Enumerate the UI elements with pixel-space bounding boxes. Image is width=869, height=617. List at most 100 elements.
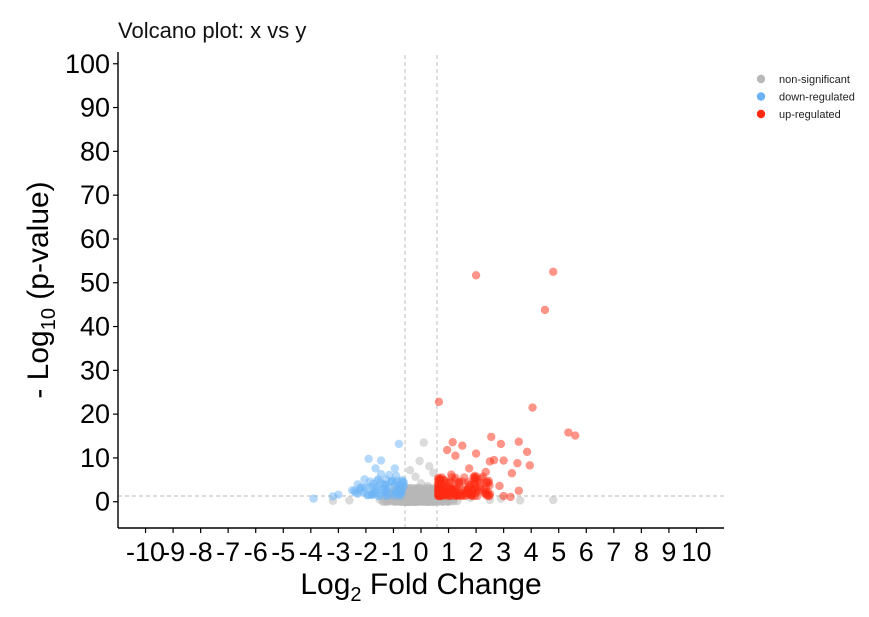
point-non-significant	[429, 468, 438, 478]
point-up-regulated-cluster	[473, 491, 482, 501]
point-down-regulated	[371, 464, 380, 473]
point-non-significant	[412, 497, 422, 506]
point-up-regulated-cluster	[467, 491, 477, 501]
x-tick-label: 2	[469, 537, 484, 567]
point-up-regulated-cluster	[437, 480, 446, 490]
x-axis-label: Log2 Fold Change	[300, 568, 541, 606]
point-up-regulated-cluster	[436, 487, 445, 496]
point-up-regulated-cluster	[465, 489, 474, 498]
point-up-regulated-cluster	[436, 489, 445, 499]
point-up-regulated-cluster	[451, 491, 460, 501]
point-up-regulated-cluster	[441, 491, 450, 500]
point-non-significant	[415, 456, 424, 466]
point-up-regulated-cluster	[435, 488, 445, 498]
point-up-regulated-cluster	[463, 486, 472, 495]
point-up-regulated-cluster	[470, 484, 480, 493]
point-up-regulated	[484, 478, 493, 488]
point-up-regulated-cluster	[472, 472, 481, 482]
point-up-regulated-cluster	[446, 483, 455, 493]
point-up-regulated-cluster	[450, 476, 460, 485]
point-up-regulated	[437, 473, 446, 482]
point-up-regulated-cluster	[433, 479, 443, 489]
point-up-regulated-cluster	[470, 474, 480, 483]
point-up-regulated-cluster	[480, 489, 490, 498]
y-tick-label: 70	[80, 180, 110, 210]
point-up-regulated-cluster	[457, 491, 467, 500]
point-up-regulated-cluster	[445, 488, 455, 498]
point-up-regulated-cluster	[434, 483, 443, 492]
up-regulated-points	[433, 267, 580, 502]
point-up-regulated	[540, 305, 550, 315]
x-tick-label: 10	[681, 537, 711, 567]
y-axis-ticks: 0 10 20 30 40 50 60 70 80 90 100	[65, 49, 118, 517]
point-up-regulated-cluster	[449, 487, 458, 496]
point-up-regulated-cluster	[485, 491, 494, 501]
point-up-regulated	[436, 488, 445, 498]
point-up-regulated-cluster	[454, 477, 464, 487]
point-up-regulated-cluster	[441, 489, 451, 499]
point-up-regulated	[564, 428, 573, 437]
point-up-regulated-cluster	[434, 486, 443, 495]
point-up-regulated-cluster	[434, 491, 443, 500]
legend-swatch-up-regulated	[756, 109, 766, 119]
point-non-significant	[423, 481, 433, 491]
point-up-regulated-cluster	[439, 475, 449, 485]
point-non-significant	[449, 494, 459, 504]
x-tick-label: -3	[326, 537, 350, 567]
point-up-regulated-cluster	[453, 486, 463, 496]
point-up-regulated-cluster	[447, 484, 457, 493]
point-up-regulated-cluster	[435, 484, 445, 493]
point-up-regulated-cluster	[461, 491, 470, 501]
point-up-regulated-cluster	[472, 485, 481, 494]
point-up-regulated	[471, 449, 481, 458]
point-up-regulated	[471, 271, 481, 280]
point-up-regulated-cluster	[435, 475, 445, 484]
point-up-regulated-cluster	[451, 473, 460, 483]
point-up-regulated-cluster	[434, 473, 443, 482]
point-up-regulated-cluster	[467, 491, 476, 500]
point-up-regulated	[507, 469, 517, 478]
point-down-regulated-cluster	[360, 483, 370, 492]
x-tick-label: 3	[496, 537, 511, 567]
point-up-regulated-cluster	[447, 485, 457, 494]
point-non-significant	[426, 494, 435, 504]
x-tick-label: 6	[579, 537, 594, 567]
point-up-regulated-cluster	[433, 487, 443, 496]
point-up-regulated-cluster	[437, 485, 446, 495]
legend-label: up-regulated	[779, 109, 841, 121]
point-up-regulated-cluster	[481, 489, 491, 498]
point-up-regulated-cluster	[434, 491, 443, 501]
x-tick-label: -2	[354, 537, 378, 567]
point-up-regulated-cluster	[439, 481, 449, 490]
point-up-regulated	[466, 480, 475, 490]
y-tick-label: 0	[95, 487, 110, 517]
point-up-regulated-cluster	[439, 487, 448, 496]
point-down-regulated	[328, 492, 338, 501]
point-non-significant	[414, 489, 423, 499]
y-axis-label: - Log10 (p-value)	[22, 181, 60, 398]
point-up-regulated	[460, 485, 470, 495]
point-up-regulated-cluster	[468, 486, 477, 495]
point-up-regulated-cluster	[446, 488, 455, 497]
point-up-regulated-cluster	[479, 485, 489, 495]
point-up-regulated-cluster	[440, 489, 449, 499]
point-up-regulated-cluster	[481, 483, 491, 492]
point-non-significant	[345, 496, 354, 505]
x-tick-label: 9	[661, 537, 676, 567]
point-up-regulated-cluster	[461, 491, 470, 500]
point-up-regulated-cluster	[438, 483, 448, 493]
point-up-regulated-cluster	[434, 491, 444, 500]
point-non-significant	[485, 495, 495, 505]
point-up-regulated	[487, 432, 496, 442]
y-tick-label: 30	[80, 355, 110, 385]
point-up-regulated-cluster	[471, 488, 481, 497]
point-up-regulated-cluster	[433, 486, 443, 495]
x-tick-label: -5	[271, 537, 295, 567]
point-down-regulated-cluster	[392, 479, 401, 488]
x-tick-label: -1	[381, 537, 405, 567]
point-up-regulated-cluster	[440, 476, 450, 485]
x-tick-label: 4	[524, 537, 539, 567]
x-tick-label: -7	[216, 537, 240, 567]
point-up-regulated-cluster	[446, 491, 455, 501]
